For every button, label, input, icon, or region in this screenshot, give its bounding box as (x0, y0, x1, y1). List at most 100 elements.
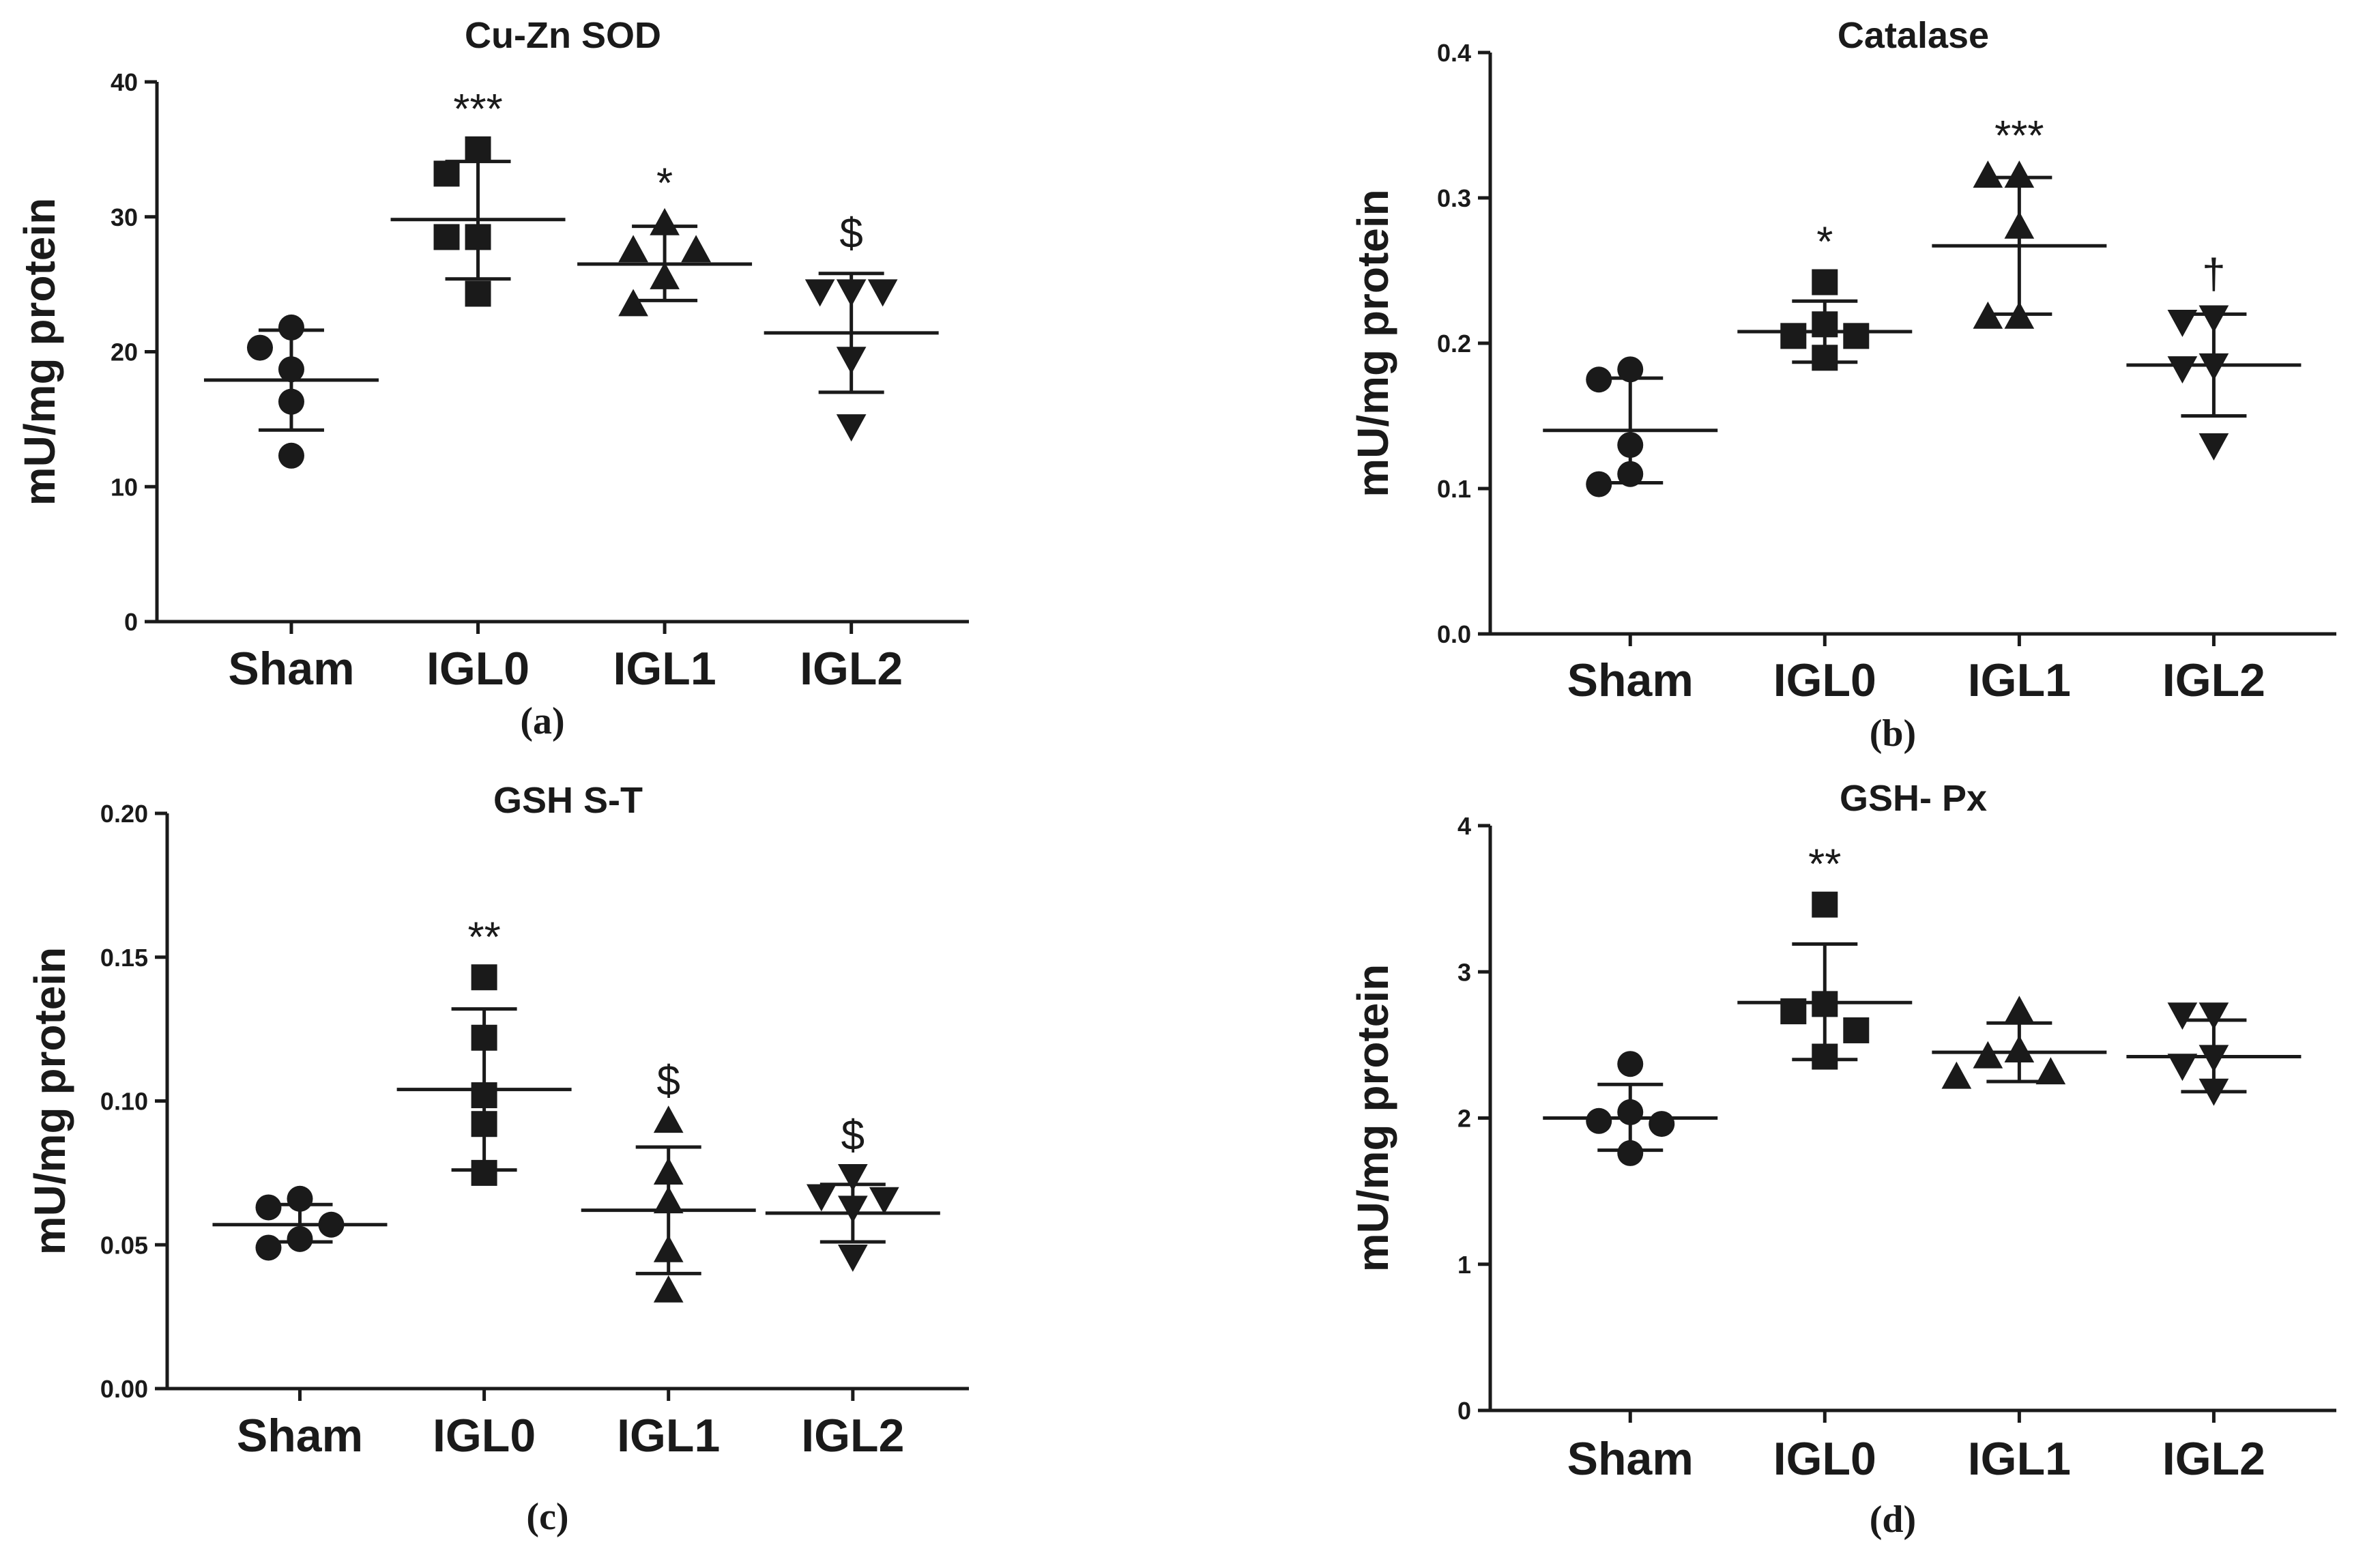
chart-b-point-igl1 (1973, 301, 2003, 329)
chart-b-point-sham (1586, 471, 1612, 497)
chart-d-point-igl1 (1973, 1041, 2003, 1069)
chart-d-point-igl2 (2167, 1054, 2198, 1082)
chart-b-point-igl2 (2198, 305, 2229, 333)
chart-c-y-tick-label: 0.15 (100, 944, 148, 972)
chart-a-point-igl1 (681, 235, 711, 263)
chart-b-y-tick-label: 0.2 (1437, 330, 1471, 358)
chart-d-y-tick-label: 3 (1457, 958, 1471, 986)
chart-b-point-sham (1586, 366, 1612, 393)
chart-c-point-igl1 (653, 1157, 684, 1185)
chart-c-point-igl2 (869, 1187, 899, 1215)
chart-d-y-tick-label: 4 (1457, 812, 1471, 840)
chart-a-significance-igl0: *** (453, 86, 502, 133)
chart-c-point-sham (255, 1194, 282, 1221)
chart-b-point-igl2 (2198, 433, 2229, 461)
chart-a-y-tick-label: 10 (111, 473, 138, 501)
chart-c-x-tick-label: IGL2 (801, 1410, 904, 1462)
chart-b-significance-igl2: † (2202, 250, 2225, 298)
chart-d-point-sham (1617, 1140, 1644, 1166)
chart-c-point-igl0 (471, 1159, 497, 1186)
chart-b-point-sham (1617, 356, 1644, 383)
chart-b-point-igl1 (1973, 160, 2003, 188)
chart-c-significance-igl0: ** (467, 914, 500, 961)
chart-b-point-igl1 (2004, 160, 2035, 188)
chart-d-panel-label: (d) (1870, 1498, 1916, 1541)
chart-d-point-igl1 (2035, 1057, 2066, 1085)
chart-c-point-igl2 (806, 1184, 837, 1212)
chart-c-point-sham (287, 1185, 313, 1212)
chart-c-point-igl0 (471, 1082, 497, 1109)
chart-d-title: GSH- Px (1840, 778, 1987, 819)
chart-b-point-igl0 (1780, 323, 1807, 349)
chart-a-point-igl2 (836, 414, 867, 442)
chart-b-significance-igl0: * (1816, 219, 1833, 266)
chart-a-point-igl1 (618, 235, 648, 263)
chart-a-point-igl0 (433, 224, 460, 250)
chart-a-significance-igl2: $ (839, 210, 862, 257)
chart-a-point-igl0 (465, 280, 491, 307)
chart-b-y-tick-label: 0.0 (1437, 620, 1471, 648)
chart-c-y-tick-label: 0.10 (100, 1088, 148, 1116)
chart-b-x-tick-label: Sham (1567, 654, 1694, 706)
chart-a-y-tick-label: 30 (111, 203, 138, 231)
chart-d-point-igl0 (1780, 998, 1807, 1025)
chart-d-point-sham (1617, 1051, 1644, 1077)
chart-a-x-tick-label: IGL2 (800, 643, 903, 695)
chart-a-y-axis-label: mU/mg protein (15, 198, 64, 506)
chart-a-point-igl2 (836, 347, 867, 375)
chart-b-significance-igl1: *** (1994, 113, 2044, 160)
chart-a-point-igl1 (618, 289, 648, 317)
chart-d-point-igl1 (2004, 996, 2035, 1024)
chart-c-y-tick-label: 0.00 (100, 1375, 148, 1403)
chart-b-x-tick-label: IGL2 (2162, 654, 2265, 706)
chart-d-point-igl1 (1941, 1061, 1972, 1089)
chart-d-x-tick-label: IGL1 (1968, 1433, 2071, 1485)
chart-a-y-tick-label: 40 (111, 68, 138, 96)
chart-d-point-igl0 (1812, 891, 1838, 918)
chart-c-point-igl0 (471, 1024, 497, 1051)
chart-c-point-sham (318, 1211, 345, 1238)
chart-a-point-igl0 (465, 224, 491, 250)
chart-a-significance-igl1: * (656, 160, 673, 207)
chart-a-point-igl2 (836, 279, 867, 307)
chart-b-point-igl0 (1843, 323, 1870, 349)
chart-b-point-igl1 (2004, 301, 2035, 329)
chart-c-y-tick-label: 0.20 (100, 800, 148, 828)
chart-a-point-sham (246, 334, 273, 361)
chart-b-point-sham (1617, 432, 1644, 459)
chart-a-svg: Cu-Zn SOD 0 10 20 30 40 mU/mg protein Sham IGL0 *… (15, 15, 969, 742)
chart-d-point-igl0 (1812, 1043, 1838, 1070)
chart-a-y-tick-label: 20 (111, 338, 138, 366)
chart-c-point-igl0 (471, 964, 497, 991)
chart-c-x-tick-label: IGL0 (433, 1410, 536, 1462)
chart-b-panel-label: (b) (1870, 712, 1916, 755)
chart-b-point-igl1 (2004, 211, 2035, 239)
chart-b-point-sham (1617, 461, 1644, 487)
chart-c-point-igl2 (837, 1163, 868, 1191)
chart-a-point-igl0 (433, 160, 460, 187)
chart-d-point-igl2 (2198, 1002, 2229, 1030)
chart-c-point-igl2 (837, 1195, 868, 1223)
chart-c-svg: GSH S-T 0.00 0.05 0.10 0.15 0.20 mU/mg protein… (25, 780, 969, 1538)
chart-d-point-igl0 (1843, 1017, 1870, 1043)
chart-b-point-igl2 (2198, 353, 2229, 381)
panel-d: GSH- Px 0 1 2 3 4 mU/mg protein Sham IGL0 ** IGL1 I… (1190, 775, 2380, 1551)
chart-d-x-tick-label: IGL0 (1773, 1433, 1876, 1485)
chart-c-significance-igl2: $ (841, 1112, 865, 1159)
chart-d-point-igl2 (2167, 1002, 2198, 1030)
chart-d-point-sham (1586, 1107, 1612, 1134)
chart-c-x-tick-label: IGL1 (617, 1410, 720, 1462)
chart-d-y-axis-label: mU/mg protein (1348, 964, 1397, 1273)
chart-c-panel-label: (c) (526, 1496, 568, 1538)
chart-c-point-igl1 (653, 1275, 684, 1303)
chart-d-point-igl2 (2198, 1045, 2229, 1073)
chart-a-point-sham (278, 442, 304, 469)
chart-c-y-tick-label: 0.05 (100, 1231, 148, 1259)
panel-a: Cu-Zn SOD 0 10 20 30 40 mU/mg protein Sham IGL0 *… (0, 0, 1190, 775)
chart-c-point-igl1 (653, 1234, 684, 1262)
chart-b-title: Catalase (1838, 15, 1989, 56)
chart-c-point-sham (287, 1226, 313, 1252)
chart-a-point-igl1 (650, 207, 680, 235)
chart-b-point-igl0 (1812, 269, 1838, 295)
chart-b-point-igl0 (1812, 345, 1838, 371)
